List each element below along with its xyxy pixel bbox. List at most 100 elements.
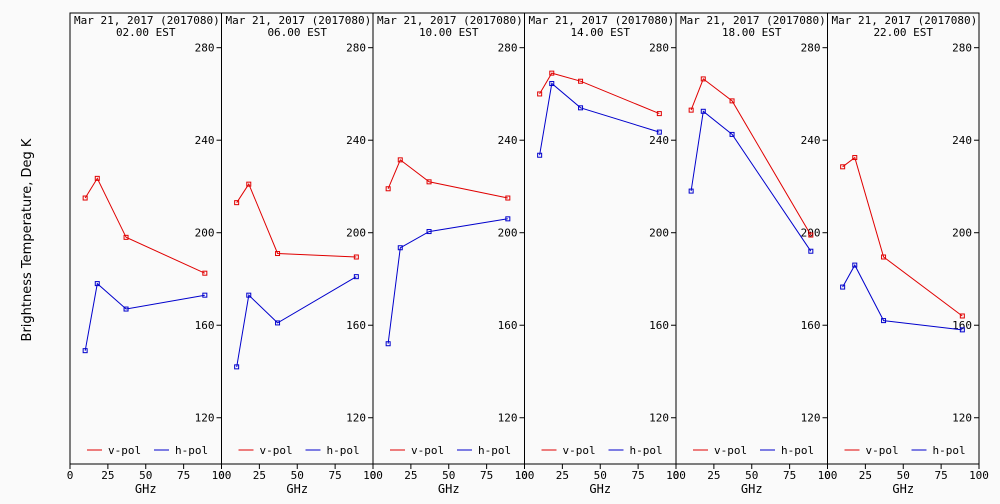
panel-6-v-pol-point <box>959 313 965 319</box>
panel-1-x-tick-label: 25 <box>101 469 114 482</box>
panel-1-h-pol-point <box>123 306 129 312</box>
panel-4-h-pol-point <box>537 152 543 158</box>
panel-5-v-pol-point <box>729 98 735 104</box>
panel-6-h-pol-point <box>959 327 965 333</box>
panel-1-y-tick-label: 240 <box>195 134 215 147</box>
panel-3-x-tick-label: 75 <box>480 469 493 482</box>
panel-5-subtitle: 18.00 EST <box>722 26 782 39</box>
panel-2-x-tick-label: 0 <box>218 469 225 482</box>
panel-4-subtitle: 14.00 EST <box>570 26 630 39</box>
panel-2-legend-v-label: v-pol <box>260 444 293 457</box>
panel-5-v-pol-point <box>688 107 694 113</box>
panel-4-x-tick-label: 0 <box>521 469 528 482</box>
panel-4-h-pol-point <box>578 105 584 111</box>
panel-2-x-tick-label: 25 <box>253 469 266 482</box>
panel-1-h-pol-line <box>84 282 205 351</box>
panel-4-y-tick-label: 160 <box>649 319 669 332</box>
panel-2-x-tick-label: 100 <box>363 469 383 482</box>
panel-5-y-tick-label: 160 <box>801 319 821 332</box>
panel-3-v-pol-point <box>505 195 511 201</box>
panel-4-y-tick-label: 280 <box>649 42 669 55</box>
panel-6-v-pol-line <box>842 156 963 317</box>
panel-1-x-tick-label: 100 <box>212 469 232 482</box>
panel-3-x-tick-label: 25 <box>404 469 417 482</box>
panel-6-y-tick-label: 120 <box>952 412 972 425</box>
panel-6-legend-v-label: v-pol <box>866 444 899 457</box>
panel-6-h-pol-point <box>840 284 846 290</box>
panel-4-legend-v-label: v-pol <box>563 444 596 457</box>
panel-6-v-pol-point <box>881 254 887 260</box>
panel-2-y-tick-label: 160 <box>346 319 366 332</box>
panel-2-x-axis-label: GHz <box>286 482 308 496</box>
panel-5-x-tick-label: 100 <box>818 469 838 482</box>
panel-5-x-tick-label: 50 <box>745 469 758 482</box>
panel-1-legend-v-label: v-pol <box>108 444 141 457</box>
panel-4-v-pol-point <box>578 78 584 84</box>
panel-6-y-tick-label: 200 <box>952 227 972 240</box>
panel-5-legend-h-label: h-pol <box>781 444 814 457</box>
panel-2-h-pol-point <box>246 292 252 298</box>
panel-1-x-tick-label: 75 <box>177 469 190 482</box>
panel-6-h-pol-line <box>842 264 963 331</box>
panel-2-v-pol-point <box>234 200 240 206</box>
panel-6-x-tick-label: 25 <box>859 469 872 482</box>
panel-2-h-pol-point <box>275 320 281 326</box>
panel-4-h-pol-point <box>656 129 662 135</box>
panel-4-x-tick-label: 75 <box>632 469 645 482</box>
panel-1-h-pol-point <box>202 292 208 298</box>
panel-6-x-tick-label: 75 <box>935 469 948 482</box>
panel-2-y-tick-label: 240 <box>346 134 366 147</box>
panel-6-h-pol-point <box>881 318 887 324</box>
panel-3-y-tick-label: 120 <box>498 412 518 425</box>
panel-5-title: Mar 21, 2017 (2017080) <box>680 14 826 27</box>
panel-3-legend-v-label: v-pol <box>411 444 444 457</box>
panel-2-h-pol-line <box>236 276 357 367</box>
panel-2-x-tick-label: 75 <box>329 469 342 482</box>
panel-6-subtitle: 22.00 EST <box>873 26 933 39</box>
panel-6-v-pol-point <box>852 155 858 161</box>
panel-4-x-tick-label: 50 <box>594 469 607 482</box>
panel-3-subtitle: 10.00 EST <box>419 26 479 39</box>
panel-2-v-pol-line <box>236 183 357 258</box>
panel-1-title: Mar 21, 2017 (2017080) <box>74 14 220 27</box>
panel-4-y-tick-label: 240 <box>649 134 669 147</box>
panel-6-title: Mar 21, 2017 (2017080) <box>832 14 978 27</box>
panel-1-subtitle: 02.00 EST <box>116 26 176 39</box>
panel-3-h-pol-line <box>387 218 508 344</box>
panel-5-v-pol-point <box>808 232 814 238</box>
panel-5-y-tick-label: 280 <box>801 42 821 55</box>
panel-3-h-pol-point <box>385 341 391 347</box>
panel-5-h-pol-point <box>688 188 694 194</box>
y-axis-label: Brightness Temperature, Deg K <box>20 138 35 341</box>
panel-3-x-axis-label: GHz <box>438 482 460 496</box>
panel-6-v-pol-point <box>840 164 846 170</box>
panel-5-x-tick-label: 25 <box>707 469 720 482</box>
panel-4-y-tick-label: 200 <box>649 227 669 240</box>
panel-2-title: Mar 21, 2017 (2017080) <box>226 14 372 27</box>
panel-4-v-pol-line <box>539 72 660 115</box>
panel-6-x-axis-label: GHz <box>892 482 914 496</box>
panel-1-y-tick-label: 120 <box>195 412 215 425</box>
panel-5-h-pol-point <box>700 108 706 114</box>
panel-3-y-tick-label: 240 <box>498 134 518 147</box>
panel-3-v-pol-point <box>426 179 432 185</box>
panel-3-x-tick-label: 50 <box>442 469 455 482</box>
panel-2-x-tick-label: 50 <box>291 469 304 482</box>
panel-4-v-pol-point <box>549 70 555 76</box>
panel-5-h-pol-point <box>808 248 814 254</box>
panel-5-h-pol-line <box>690 110 812 252</box>
panel-1-v-pol-line <box>84 177 206 274</box>
panel-6-y-tick-label: 240 <box>952 134 972 147</box>
panel-3-x-tick-label: 0 <box>370 469 377 482</box>
panel-4-legend-h-label: h-pol <box>630 444 663 457</box>
panel-2-legend-h-label: h-pol <box>327 444 360 457</box>
panel-6-y-tick-label: 280 <box>952 42 972 55</box>
panel-2-v-pol-point <box>275 251 281 257</box>
panel-6-x-tick-label: 100 <box>969 469 989 482</box>
panel-3-y-tick-label: 200 <box>498 227 518 240</box>
panel-5-y-tick-label: 120 <box>801 412 821 425</box>
panel-1-h-pol-point <box>82 348 88 354</box>
panel-5-h-pol-point <box>729 131 735 137</box>
panel-2-y-tick-label: 120 <box>346 412 366 425</box>
